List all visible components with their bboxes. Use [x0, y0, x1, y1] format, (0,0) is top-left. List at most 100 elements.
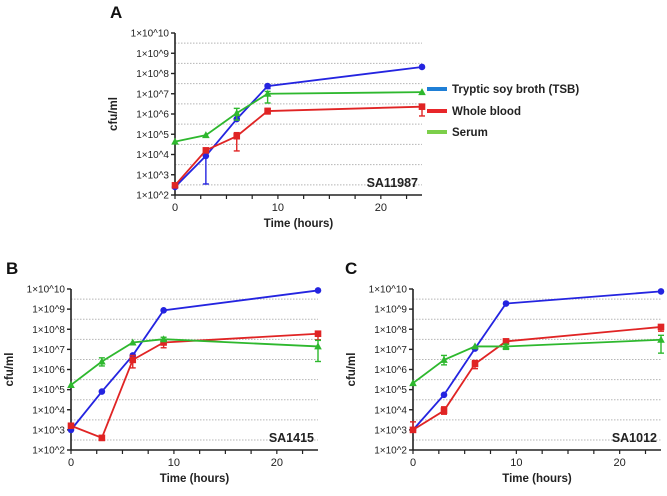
data-point [67, 422, 75, 430]
series-serum [171, 88, 426, 145]
series-line [412, 326, 662, 431]
y-tick-label: 1×10^2 [374, 446, 407, 457]
data-point [409, 379, 417, 387]
series-line [174, 91, 423, 143]
x-tick-label: 20 [614, 457, 626, 469]
data-point [67, 380, 75, 388]
panel-b: B 1×10^2 1×10^3 1×10^4 1×10^5 1×10^6 1×10^7 1×1… [4, 259, 322, 485]
data-point [98, 434, 106, 442]
x-axis-label: Time (hours) [502, 473, 572, 485]
y-tick-label: 1×10^6 [374, 365, 407, 376]
legend-label-tsb: Tryptic soy broth (TSB) [452, 84, 579, 96]
panel-letter: B [6, 259, 18, 278]
y-tick-label: 1×10^9 [32, 305, 65, 316]
y-tick-label: 1×10^5 [32, 385, 65, 396]
data-point [264, 82, 271, 90]
y-tick-label: 1×10^9 [136, 49, 169, 60]
x-tick-label: 0 [172, 202, 178, 214]
data-point [418, 103, 426, 110]
series-serum [409, 334, 665, 387]
y-tick-label: 1×10^4 [374, 405, 407, 416]
x-tick-label: 20 [271, 457, 283, 469]
strain-label: SA11987 [367, 176, 418, 190]
data-point [657, 288, 665, 295]
x-tick-label: 10 [168, 457, 180, 469]
series-whole-blood [67, 330, 322, 442]
y-tick-label: 1×10^4 [136, 150, 169, 161]
y-tick-label: 1×10^7 [136, 89, 169, 100]
data-point [502, 342, 510, 350]
y-axis-label: cfu/ml [108, 97, 120, 131]
y-axis-label: cfu/ml [4, 353, 16, 387]
legend: Tryptic soy broth (TSB) Whole blood Seru… [427, 84, 579, 139]
data-point [440, 391, 448, 399]
y-tick-label: 1×10^10 [369, 285, 408, 296]
data-point [202, 147, 210, 154]
legend-label-serum: Serum [452, 127, 488, 139]
data-point [418, 88, 426, 96]
series-line [70, 338, 319, 386]
y-tick-label: 1×10^4 [32, 405, 65, 416]
data-point [440, 355, 448, 363]
data-point [160, 339, 167, 346]
series-tryptic-soy-broth-tsb [409, 288, 665, 434]
panel-a: A 1×10^2 1×10^3 1×10^4 1×10^5 1×10^6 1×10^7 1×1… [108, 3, 426, 230]
y-tick-label: 1×10^2 [136, 191, 169, 202]
series-line [412, 338, 662, 384]
data-point [314, 287, 322, 294]
data-point [171, 182, 179, 189]
data-point [233, 132, 241, 140]
data-point [202, 131, 210, 139]
panel-letter: C [345, 259, 357, 278]
x-tick-label: 0 [68, 457, 74, 469]
series-tryptic-soy-broth-tsb [171, 63, 426, 191]
data-point [264, 107, 271, 115]
data-point [129, 356, 137, 364]
data-point [159, 335, 168, 343]
data-point [202, 152, 210, 160]
data-point [471, 342, 479, 350]
data-point [440, 407, 448, 414]
y-tick-label: 1×10^7 [374, 345, 407, 356]
y-tick-label: 1×10^7 [32, 345, 65, 356]
y-tick-label: 1×10^10 [131, 29, 170, 40]
series-whole-blood [409, 323, 665, 434]
y-tick-label: 1×10^10 [27, 285, 66, 296]
data-point [232, 109, 241, 117]
series-line [174, 66, 423, 188]
panel-c: C 1×10^2 1×10^3 1×10^4 1×10^5 1×10^6 1×10^7 1×1… [345, 259, 665, 485]
legend-label-whole-blood: Whole blood [452, 106, 521, 118]
y-tick-label: 1×10^8 [374, 325, 407, 336]
data-point [657, 335, 665, 343]
x-axis-label: Time (hours) [264, 218, 334, 230]
series-line [174, 105, 423, 186]
panel-letter: A [110, 3, 122, 22]
data-point [314, 342, 322, 350]
data-point [657, 323, 665, 331]
data-point [128, 338, 137, 346]
series-line [70, 332, 319, 440]
series-whole-blood [171, 103, 426, 189]
x-tick-label: 10 [510, 457, 522, 469]
series-serum [67, 335, 322, 388]
y-tick-label: 1×10^3 [374, 425, 407, 436]
series-line [412, 290, 662, 431]
legend-entry-tsb: Tryptic soy broth (TSB) [427, 84, 579, 96]
data-point [409, 426, 417, 434]
data-point [502, 300, 510, 307]
strain-label: SA1415 [269, 431, 314, 445]
x-axis-label: Time (hours) [160, 473, 230, 485]
y-tick-label: 1×10^8 [136, 69, 169, 80]
data-point [98, 357, 106, 365]
data-point [418, 63, 426, 71]
legend-entry-serum: Serum [427, 127, 488, 139]
x-tick-label: 10 [272, 202, 284, 214]
y-tick-label: 1×10^5 [374, 385, 407, 396]
y-tick-label: 1×10^5 [136, 130, 169, 141]
y-tick-label: 1×10^6 [136, 110, 169, 121]
data-point [263, 89, 272, 97]
strain-label: SA1012 [612, 431, 657, 445]
y-tick-label: 1×10^2 [32, 446, 65, 457]
data-point [171, 137, 179, 145]
